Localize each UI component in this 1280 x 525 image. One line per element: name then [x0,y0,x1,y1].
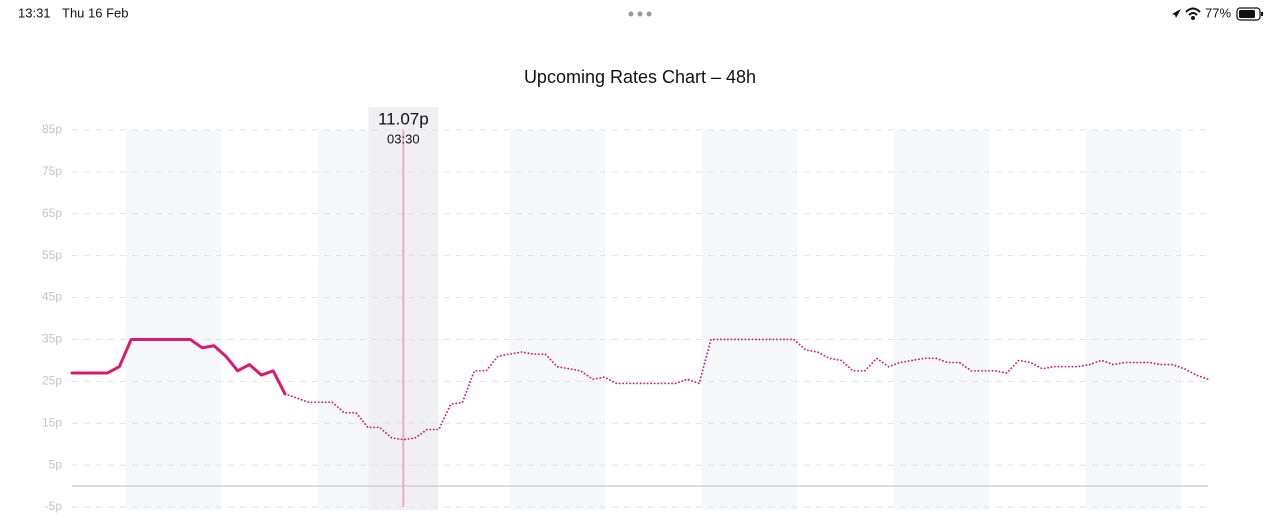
cursor-time: 03:30 [387,131,420,146]
status-time: 13:31 [18,5,51,20]
background-band [702,130,797,510]
background-band [126,130,221,510]
rate-line [70,337,287,396]
location-icon [1172,9,1181,18]
wifi-icon [1185,7,1201,20]
y-tick-label: 85p [42,122,62,136]
y-tick-label: 5p [49,457,63,471]
y-tick-label: 55p [42,248,62,262]
y-tick-label: -5p [45,499,63,513]
y-tick-label: 65p [42,206,62,220]
y-tick-label: 15p [42,415,62,429]
background-band [894,130,989,510]
y-tick-label: 25p [42,374,62,388]
y-tick-label: 45p [42,290,62,304]
cursor-value: 11.07p [378,109,429,128]
y-tick-label: 35p [42,332,62,346]
battery-percent: 77% [1205,5,1231,20]
background-band [1086,130,1181,510]
multitask-dots[interactable] [628,11,652,17]
battery-icon [1236,7,1263,21]
background-band [510,130,605,510]
rate-line [284,338,1209,441]
chart-title: Upcoming Rates Chart – 48h [524,67,756,87]
y-tick-label: 75p [42,164,62,178]
status-date: Thu 16 Feb [62,5,129,20]
